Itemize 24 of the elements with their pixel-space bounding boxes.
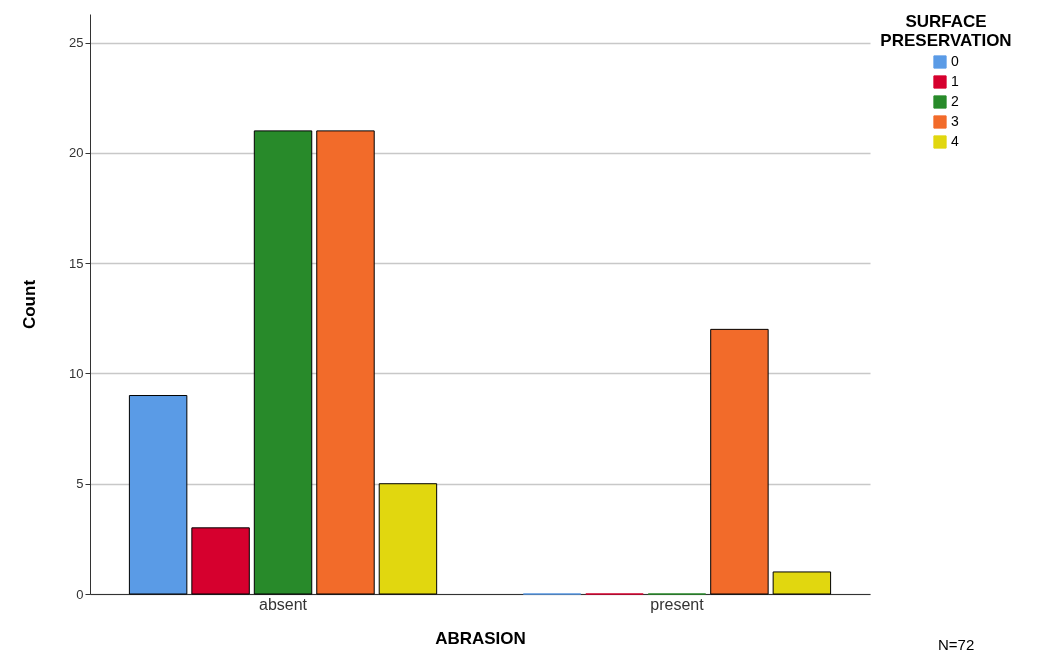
y-tick-label: 0 <box>76 586 84 602</box>
legend-label: 2 <box>951 93 959 109</box>
bar <box>378 483 438 595</box>
legend-title: SURFACE PRESERVATION <box>880 12 1012 50</box>
y-tick-label: 15 <box>69 255 84 271</box>
y-tick-label: 10 <box>69 365 84 381</box>
legend-label: 1 <box>951 73 959 89</box>
bar <box>191 527 250 595</box>
text: N=72 <box>938 636 975 653</box>
bar <box>772 571 832 595</box>
legend-label: 3 <box>951 113 959 129</box>
x-tick-label: absent <box>259 595 308 613</box>
bar <box>316 130 375 595</box>
x-tick-label: present <box>650 595 705 613</box>
y-tick-label: 25 <box>69 35 84 51</box>
bar <box>253 130 313 595</box>
y-axis-title: Count <box>20 279 40 330</box>
bar <box>128 395 188 595</box>
y-tick-label: 20 <box>69 145 84 161</box>
x-axis-title: ABRASION <box>435 628 526 648</box>
legend-label: 0 <box>951 53 959 69</box>
bar <box>710 328 769 595</box>
legend-label: 4 <box>951 133 959 149</box>
y-tick-label: 5 <box>76 476 84 492</box>
